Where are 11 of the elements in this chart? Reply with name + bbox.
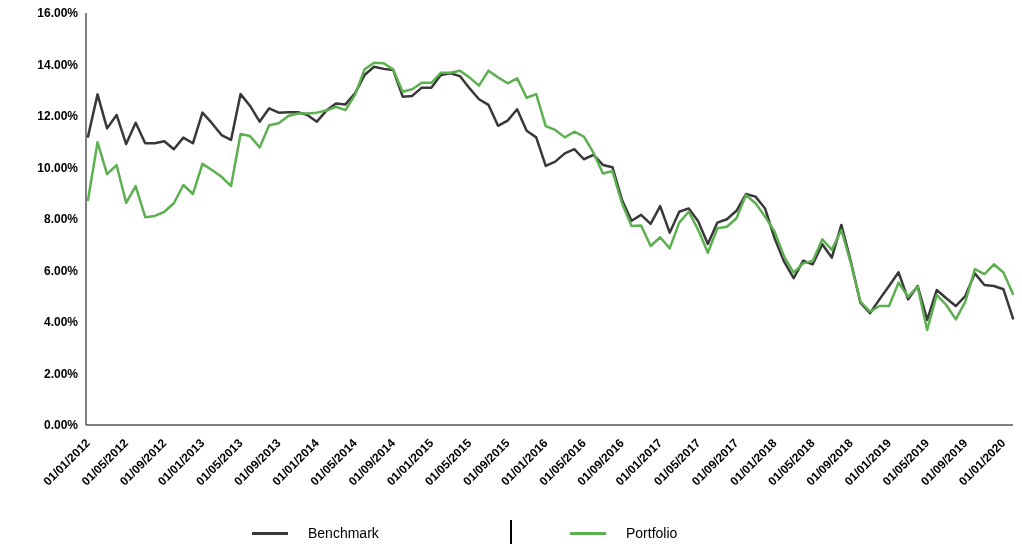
y-tick-label: 0.00% (43, 418, 79, 433)
y-tick-label: 8.00% (43, 212, 79, 227)
y-tick-label: 10.00% (37, 160, 79, 175)
y-tick-label: 16.00% (37, 6, 79, 21)
y-tick-label: 12.00% (37, 109, 79, 124)
legend-label: Portfolio (626, 525, 678, 541)
legend-label: Benchmark (308, 525, 379, 541)
y-tick-label: 6.00% (43, 263, 79, 278)
y-tick-label: 14.00% (37, 57, 79, 72)
y-tick-label: 2.00% (43, 366, 79, 381)
y-tick-label: 4.00% (43, 315, 79, 330)
